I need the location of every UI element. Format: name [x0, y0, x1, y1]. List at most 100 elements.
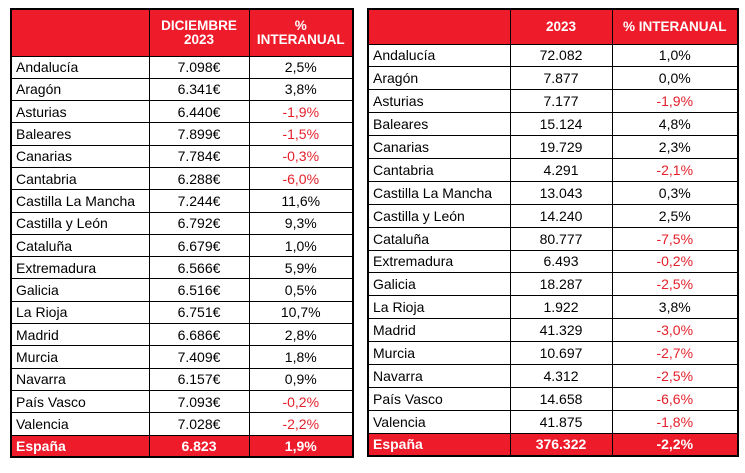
- yoy-percent-cell: -6,6%: [611, 386, 739, 411]
- value-cell: 19.729: [509, 135, 613, 159]
- table-row: Navarra 6.157€ 0,9%: [10, 367, 354, 391]
- value-cell: 6.440€: [148, 100, 250, 124]
- value-cell: 6.516€: [148, 278, 250, 302]
- header-yoy-percent: % INTERANUAL: [248, 8, 354, 57]
- total-row: España 6.823 1,9%: [10, 434, 354, 458]
- value-cell: 6.679€: [148, 233, 250, 258]
- region-name: Madrid: [10, 323, 150, 347]
- table-row: Murcia 7.409€ 1,8%: [10, 345, 354, 369]
- table-row: La Rioja 1.922 3,8%: [367, 295, 739, 320]
- table-row: Castilla La Mancha 7.244€ 11,6%: [10, 189, 354, 213]
- value-cell: 4.291: [509, 157, 613, 182]
- region-name: Canarias: [367, 135, 511, 159]
- table-header-row: DICIEMBRE 2023 % INTERANUAL: [10, 8, 354, 57]
- value-cell: 6.686€: [148, 323, 250, 347]
- yoy-percent-cell: 1,0%: [611, 43, 739, 68]
- yoy-percent-cell: -1,5%: [248, 122, 354, 146]
- table-row: Baleares 7.899€ -1,5%: [10, 122, 354, 146]
- value-cell: 4.312: [509, 363, 613, 388]
- yoy-percent-cell: 3,8%: [611, 295, 739, 320]
- table-row: Valencia 7.028€ -2,2%: [10, 412, 354, 436]
- yoy-percent-cell: 1,8%: [248, 345, 354, 369]
- salary-table: DICIEMBRE 2023 % INTERANUAL Andalucía 7.0…: [10, 8, 354, 459]
- header-december-2023: DICIEMBRE 2023: [148, 8, 250, 57]
- table-row: Cataluña 80.777 -7,5%: [367, 226, 739, 251]
- table-row: Cataluña 6.679€ 1,0%: [10, 233, 354, 258]
- region-name: Murcia: [367, 341, 511, 365]
- yoy-percent-cell: 2,3%: [611, 135, 739, 159]
- yoy-percent-cell: -1,9%: [611, 89, 739, 114]
- table-row: Baleares 15.124 4,8%: [367, 112, 739, 137]
- table-row: Asturias 6.440€ -1,9%: [10, 100, 354, 124]
- table-row: Aragón 7.877 0,0%: [367, 66, 739, 91]
- value-cell: 7.899€: [148, 122, 250, 146]
- value-cell: 7.784€: [148, 144, 250, 168]
- value-cell: 6.341€: [148, 77, 250, 102]
- yoy-percent-cell: 0,9%: [248, 367, 354, 391]
- table-row: Andalucía 72.082 1,0%: [367, 43, 739, 68]
- table-row: Aragón 6.341€ 3,8%: [10, 77, 354, 102]
- value-cell: 6.157€: [148, 367, 250, 391]
- table-row: Galicia 6.516€ 0,5%: [10, 278, 354, 302]
- table-row: Galicia 18.287 -2,5%: [367, 272, 739, 297]
- table-row: Canarias 7.784€ -0,3%: [10, 144, 354, 168]
- table-row: Navarra 4.312 -2,5%: [367, 363, 739, 388]
- value-cell: 6.288€: [148, 166, 250, 191]
- yoy-percent-cell: -7,5%: [611, 226, 739, 251]
- region-name: Navarra: [367, 363, 511, 388]
- region-name: Baleares: [367, 112, 511, 137]
- value-cell: 13.043: [509, 180, 613, 205]
- region-name: País Vasco: [10, 389, 150, 414]
- table-row: Canarias 19.729 2,3%: [367, 135, 739, 159]
- yoy-percent-cell: -2,5%: [611, 272, 739, 297]
- table-row: Castilla y León 14.240 2,5%: [367, 203, 739, 228]
- region-name: Cataluña: [10, 233, 150, 258]
- value-cell: 6.566€: [148, 256, 250, 280]
- table-row: Madrid 6.686€ 2,8%: [10, 323, 354, 347]
- total-yoy-percent: 1,9%: [248, 434, 354, 458]
- region-name: La Rioja: [10, 300, 150, 325]
- value-cell: 14.240: [509, 203, 613, 228]
- yoy-percent-cell: 10,7%: [248, 300, 354, 325]
- yoy-percent-cell: -2,2%: [248, 412, 354, 436]
- region-name: Aragón: [10, 77, 150, 102]
- value-cell: 18.287: [509, 272, 613, 297]
- value-cell: 80.777: [509, 226, 613, 251]
- region-name: Valencia: [10, 412, 150, 436]
- region-name: Canarias: [10, 144, 150, 168]
- yoy-percent-cell: 11,6%: [248, 189, 354, 213]
- region-name: Cataluña: [367, 226, 511, 251]
- yoy-percent-cell: 2,5%: [611, 203, 739, 228]
- region-name: Baleares: [10, 122, 150, 146]
- table-row: La Rioja 6.751€ 10,7%: [10, 300, 354, 325]
- yoy-percent-cell: -2,5%: [611, 363, 739, 388]
- region-name: Galicia: [10, 278, 150, 302]
- value-cell: 7.409€: [148, 345, 250, 369]
- value-cell: 6.792€: [148, 211, 250, 235]
- table-header-row: 2023 % INTERANUAL: [367, 8, 739, 45]
- region-name: Galicia: [367, 272, 511, 297]
- total-yoy-percent: -2,2%: [611, 432, 739, 457]
- yoy-percent-cell: 0,3%: [611, 180, 739, 205]
- yoy-percent-cell: 4,8%: [611, 112, 739, 137]
- value-cell: 7.244€: [148, 189, 250, 213]
- total-name: España: [10, 434, 150, 458]
- yoy-percent-cell: 2,5%: [248, 55, 354, 79]
- value-cell: 72.082: [509, 43, 613, 68]
- region-name: País Vasco: [367, 386, 511, 411]
- yoy-percent-cell: 5,9%: [248, 256, 354, 280]
- header-yoy-percent: % INTERANUAL: [611, 8, 739, 45]
- yoy-percent-cell: 2,8%: [248, 323, 354, 347]
- region-name: Andalucía: [10, 55, 150, 79]
- table-row: Cantabria 4.291 -2,1%: [367, 157, 739, 182]
- region-name: Andalucía: [367, 43, 511, 68]
- region-name: Extremadura: [367, 249, 511, 274]
- value-cell: 1.922: [509, 295, 613, 320]
- value-cell: 7.093€: [148, 389, 250, 414]
- yoy-percent-cell: -0,3%: [248, 144, 354, 168]
- yoy-percent-cell: -1,8%: [611, 409, 739, 434]
- value-cell: 41.329: [509, 318, 613, 343]
- yoy-percent-cell: -2,1%: [611, 157, 739, 182]
- header-region: [367, 8, 511, 45]
- table-body: Andalucía 7.098€ 2,5% Aragón 6.341€ 3,8% Astur…: [10, 55, 354, 458]
